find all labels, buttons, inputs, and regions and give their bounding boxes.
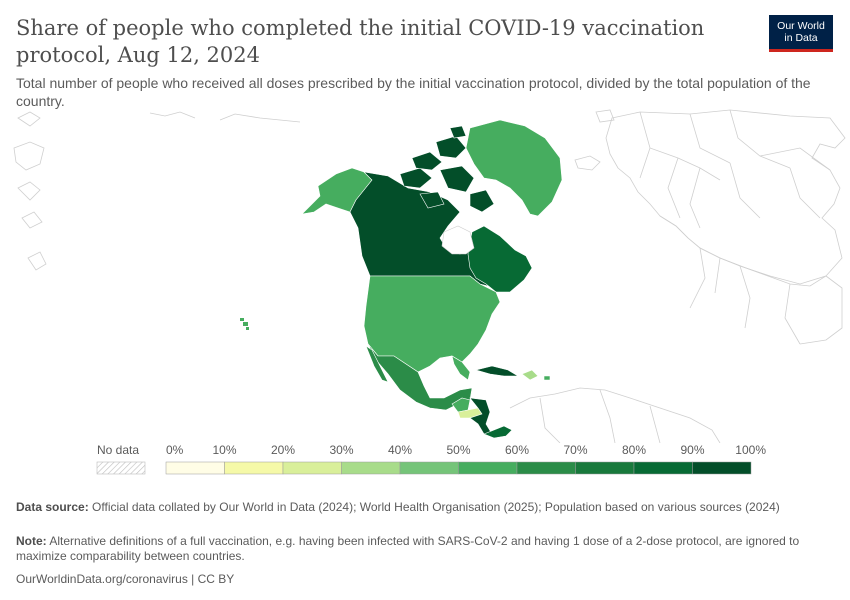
canada-east[interactable] bbox=[467, 225, 533, 293]
cuba[interactable] bbox=[474, 365, 520, 377]
legend-tick-label: 40% bbox=[388, 443, 412, 457]
iceland-outline bbox=[574, 155, 601, 171]
baja-california[interactable] bbox=[365, 345, 389, 383]
legend-swatch[interactable] bbox=[282, 461, 342, 475]
legend-tick-label: 80% bbox=[622, 443, 646, 457]
legend-ticks: 0% 10% 20% 30% 40% 50% 60% 70% 80% 90% 100% bbox=[166, 443, 766, 457]
africa-internal bbox=[689, 247, 801, 345]
note-label: Note: bbox=[16, 534, 47, 548]
florida[interactable] bbox=[451, 355, 471, 381]
legend-tick-label: 30% bbox=[329, 443, 353, 457]
legend-swatch[interactable] bbox=[165, 461, 225, 475]
legend-swatch[interactable] bbox=[692, 461, 752, 475]
arctic-islands[interactable] bbox=[399, 125, 495, 213]
greenland[interactable] bbox=[465, 119, 563, 217]
chart-subtitle: Total number of people who received all … bbox=[16, 75, 811, 109]
legend-no-data-label: No data bbox=[97, 443, 139, 457]
costa-rica-panama[interactable] bbox=[483, 425, 513, 439]
data-note: Note: Alternative definitions of a full … bbox=[16, 534, 816, 564]
source-text: Official data collated by Our World in D… bbox=[92, 500, 780, 514]
world-outlines bbox=[13, 109, 846, 443]
legend-swatch[interactable] bbox=[575, 461, 635, 475]
legend-swatches bbox=[165, 461, 752, 475]
russia-east-outline bbox=[13, 111, 47, 271]
legend-tick-label: 70% bbox=[563, 443, 587, 457]
south-america-outline bbox=[509, 387, 721, 443]
legend-tick-label: 50% bbox=[446, 443, 470, 457]
europe-internal bbox=[639, 109, 831, 229]
legend-swatch[interactable] bbox=[458, 461, 518, 475]
legend-tick-label: 60% bbox=[505, 443, 529, 457]
owid-logo[interactable]: Our World in Data bbox=[769, 15, 833, 52]
data-source: Data source: Official data collated by O… bbox=[16, 500, 816, 515]
source-label: Data source: bbox=[16, 500, 89, 514]
mexico[interactable] bbox=[367, 343, 473, 411]
legend-swatch[interactable] bbox=[341, 461, 401, 475]
hispaniola[interactable] bbox=[521, 369, 539, 381]
legend-tick-label: 20% bbox=[271, 443, 295, 457]
logo-line1: Our World bbox=[777, 20, 825, 32]
legend-swatch[interactable] bbox=[516, 461, 576, 475]
legend-swatch[interactable] bbox=[224, 461, 284, 475]
logo-line2: in Data bbox=[784, 32, 818, 44]
legend-tick-label: 10% bbox=[212, 443, 236, 457]
legend-tick-label: 0% bbox=[166, 443, 184, 457]
source-url[interactable]: OurWorldinData.org/coronavirus | CC BY bbox=[16, 572, 235, 586]
guatemala[interactable] bbox=[451, 397, 471, 413]
map[interactable] bbox=[0, 108, 850, 443]
hawaii[interactable] bbox=[240, 318, 249, 330]
aleutian-outline bbox=[149, 111, 301, 123]
africa-outline bbox=[659, 215, 843, 345]
legend-tick-label: 100% bbox=[735, 443, 766, 457]
europe-outline bbox=[605, 109, 846, 287]
legend-tick-label: 90% bbox=[680, 443, 704, 457]
legend-swatch[interactable] bbox=[399, 461, 459, 475]
legend-no-data-swatch bbox=[96, 461, 146, 475]
hudson-bay bbox=[441, 225, 475, 255]
note-text: Alternative definitions of a full vaccin… bbox=[16, 534, 800, 563]
puerto-rico[interactable] bbox=[543, 375, 551, 381]
legend: No data 0% 10% 20% 30% 40% 50% 60% 70% 80% 90% 100… bbox=[96, 443, 766, 475]
legend-swatch[interactable] bbox=[633, 461, 693, 475]
chart-title: Share of people who completed the initia… bbox=[16, 16, 705, 67]
svalbard-outline bbox=[595, 109, 615, 123]
